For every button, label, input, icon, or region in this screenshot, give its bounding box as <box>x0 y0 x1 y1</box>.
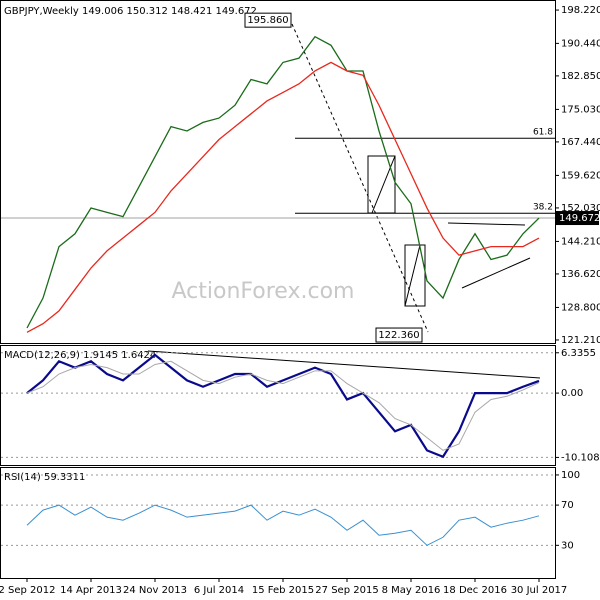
y-tick-label: 100 <box>561 470 580 481</box>
x-tick-label: 14 Apr 2013 <box>60 585 122 596</box>
y-tick-label: 30 <box>561 540 574 551</box>
y-tick-label: 6.3355 <box>561 348 596 359</box>
fib-label: 38.2 <box>533 203 553 213</box>
macd-trendline <box>147 350 541 379</box>
y-tick-label: 128.800 <box>561 302 600 313</box>
y-tick-label: 182.850 <box>561 71 600 82</box>
macd-panel <box>0 345 556 466</box>
trendline <box>447 222 526 226</box>
last-price-box <box>556 211 599 226</box>
x-tick-label: 15 Feb 2015 <box>252 585 314 596</box>
trendline <box>404 244 421 307</box>
x-tick-label: 8 May 2016 <box>382 585 441 596</box>
fib-label: 61.8 <box>533 128 553 138</box>
y-tick-label: 198.220 <box>561 5 600 16</box>
annotation-label: 122.360 <box>378 330 419 341</box>
y-tick-label: 190.440 <box>561 38 600 49</box>
y-tick-label: -10.1082 <box>561 452 600 463</box>
y-tick-label: 136.620 <box>561 269 600 280</box>
last-price-label: 149.672 <box>559 213 600 224</box>
x-tick-label: 6 Jul 2014 <box>194 585 244 596</box>
y-tick-label: 0.00 <box>561 388 583 399</box>
series-line <box>26 353 540 459</box>
drawings <box>147 23 541 379</box>
trendline <box>291 23 429 333</box>
y-tick-label: 152.030 <box>561 203 600 214</box>
x-tick-label: 30 Jul 2017 <box>511 585 568 596</box>
series-line <box>26 61 540 333</box>
series-line <box>26 504 540 546</box>
flag-box <box>404 244 426 307</box>
annotation-box <box>244 12 292 28</box>
x-tick-label: 18 Dec 2016 <box>443 585 507 596</box>
x-tick-label: 2 Sep 2012 <box>0 585 56 596</box>
trendline <box>461 257 531 289</box>
x-tick-label: 27 Sep 2015 <box>315 585 378 596</box>
annotation-label: 195.860 <box>247 15 288 26</box>
y-tick-label: 70 <box>561 500 574 511</box>
trendline <box>371 155 396 214</box>
series-line <box>26 35 540 329</box>
watermark: ActionForex.com <box>172 279 355 304</box>
rsi-panel <box>0 467 556 579</box>
price-panel <box>0 0 556 344</box>
panel-title: RSI(14) 59.3311 <box>4 472 85 483</box>
y-tick-label: 121.210 <box>561 335 600 346</box>
x-tick-label: 24 Nov 2013 <box>123 585 187 596</box>
annotation-box <box>375 327 423 343</box>
series-line <box>26 360 540 451</box>
y-tick-label: 175.030 <box>561 104 600 115</box>
y-tick-label: 159.620 <box>561 170 600 181</box>
y-tick-label: 167.440 <box>561 137 600 148</box>
y-tick-label: 144.210 <box>561 236 600 247</box>
panel-title: GBPJPY,Weekly 149.006 150.312 148.421 14… <box>4 6 257 17</box>
panel-title: MACD(12,26,9) 1.9145 1.6424 <box>4 350 156 361</box>
